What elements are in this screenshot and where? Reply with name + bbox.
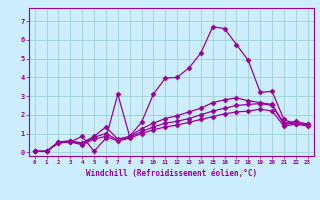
- X-axis label: Windchill (Refroidissement éolien,°C): Windchill (Refroidissement éolien,°C): [86, 169, 257, 178]
